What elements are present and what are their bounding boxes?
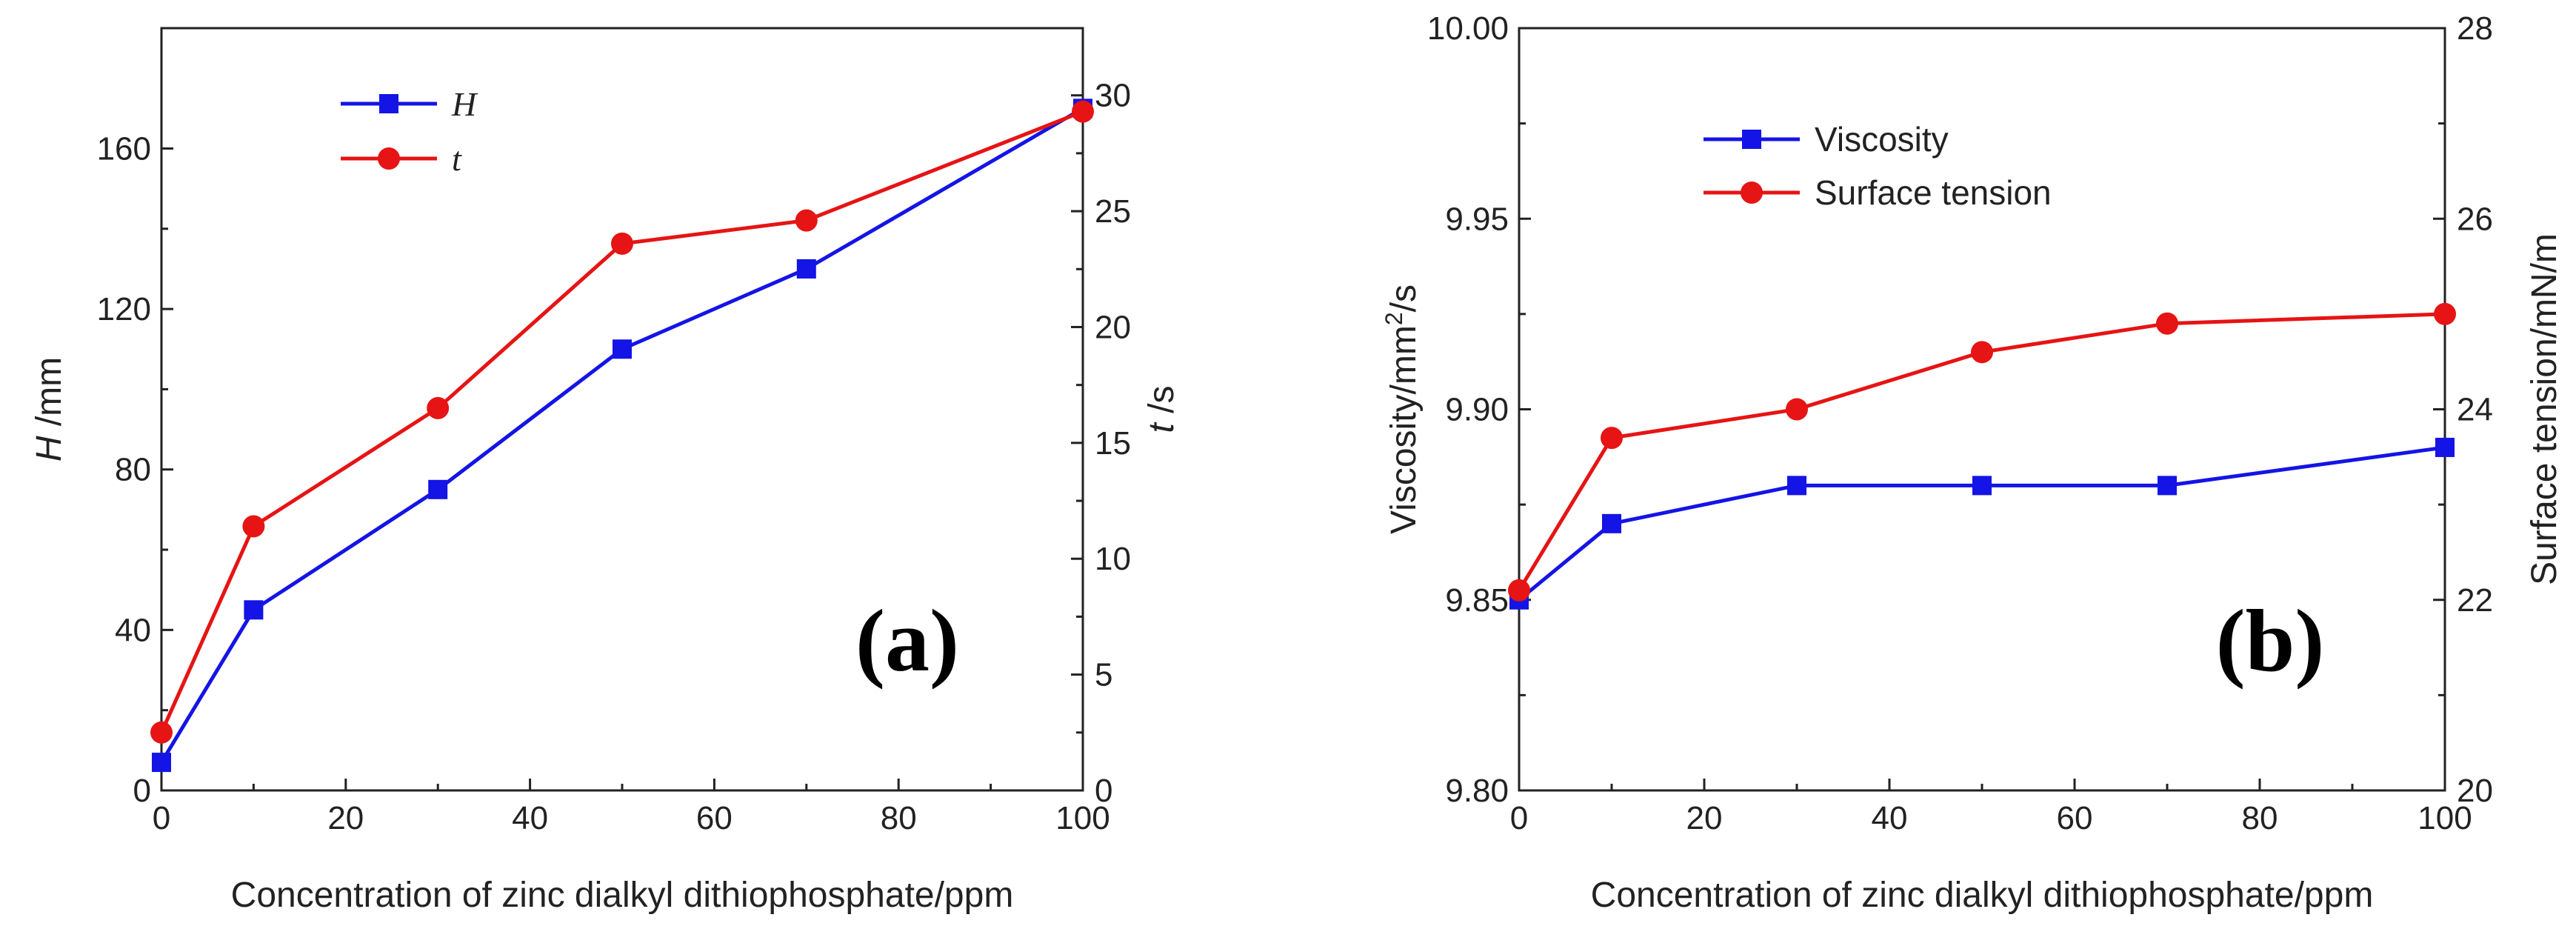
y-tick-label: 9.95	[1445, 201, 1509, 237]
y-tick-label: 10.00	[1427, 10, 1509, 47]
chart-panel-b: 0 20 40 60 80 100 9.80 9.85 9.90 9.95 10.00 20 22 24 2…	[1381, 10, 2564, 915]
x-tick-label: 20	[1686, 800, 1723, 836]
series-t	[150, 100, 1094, 744]
x-axis-title: Concentration of zinc dialkyl dithiophos…	[1591, 876, 2374, 915]
y-tick-label: 9.90	[1445, 392, 1509, 428]
data-point-square	[1787, 476, 1806, 496]
legend-marker-circle	[1741, 181, 1763, 204]
y2-tick-label: 25	[1095, 193, 1131, 230]
legend-label: Viscosity	[1815, 120, 1949, 159]
series-line	[1517, 312, 2446, 592]
y2-axis-title-unit: /s	[1142, 385, 1181, 423]
data-point-circle	[1072, 100, 1094, 123]
data-point-square	[152, 753, 171, 773]
y-tick-label: 80	[115, 452, 151, 488]
y-axis-title: H /mm	[30, 357, 69, 462]
data-point-square	[244, 600, 264, 620]
series-line	[159, 110, 1084, 733]
legend: Ht	[341, 85, 478, 178]
y-tick-label: 9.80	[1445, 773, 1509, 809]
y-tick-label: 160	[97, 130, 151, 167]
chart-panel-a: 0 20 40 60 80 10004080120160051015202530Conce…	[30, 27, 1181, 915]
legend-entry: Surface tension	[1704, 173, 2052, 212]
y-axis-title-after: /s	[1384, 284, 1424, 312]
y2-axis-title-text: Surface tension/mN/m	[2525, 233, 2564, 585]
y-axis-title-sup: 2	[1381, 312, 1407, 325]
data-point-square	[2435, 437, 2455, 457]
x-tick-label: 100	[1055, 800, 1110, 836]
legend-entry: Viscosity	[1704, 120, 1949, 159]
y2-tick-label: 15	[1095, 425, 1131, 462]
x-tick-label: 0	[1510, 800, 1528, 836]
series-surface-tension	[1508, 302, 2456, 602]
y2-tick-label: 30	[1095, 78, 1131, 114]
series-line	[1518, 445, 2446, 602]
data-point-square	[613, 339, 632, 359]
panel-label: (b)	[2216, 591, 2325, 690]
data-point-circle	[1786, 398, 1808, 421]
panel-label: (a)	[855, 591, 959, 690]
y2-tick-label: 22	[2457, 582, 2493, 619]
data-point-circle	[1508, 579, 1530, 602]
series-viscosity	[1509, 437, 2455, 610]
data-point-square	[1972, 476, 1992, 496]
y-axis-title: Viscosity/mm2/s	[1381, 284, 1424, 534]
x-tick-label: 20	[327, 800, 364, 836]
legend-label: t	[452, 140, 462, 178]
data-point-circle	[795, 209, 818, 232]
y-axis-title-unit: /mm	[30, 357, 69, 436]
data-point-circle	[1971, 341, 1993, 364]
legend-label: Surface tension	[1815, 173, 2052, 212]
data-point-circle	[1601, 427, 1623, 450]
data-point-circle	[150, 721, 173, 744]
y-tick-label: 9.85	[1445, 582, 1509, 619]
y-tick-label: 0	[133, 773, 151, 809]
x-tick-label: 40	[512, 800, 548, 836]
y2-tick-label: 10	[1095, 541, 1131, 577]
x-tick-label: 80	[881, 800, 917, 836]
legend-label: H	[451, 85, 478, 123]
data-point-circle	[611, 232, 633, 255]
x-tick-label: 80	[2242, 800, 2278, 836]
x-tick-label: 60	[2057, 800, 2093, 836]
y-axis-title-text: Viscosity/mm	[1384, 325, 1424, 534]
y2-tick-label: 0	[1095, 773, 1112, 809]
y2-axis-title: t /s	[1142, 385, 1181, 433]
legend-marker-square	[1742, 130, 1761, 149]
x-tick-label: 60	[696, 800, 733, 836]
x-tick-label: 0	[153, 800, 170, 836]
y2-tick-label: 28	[2457, 10, 2493, 47]
y2-tick-label: 20	[2457, 773, 2493, 809]
y2-tick-label: 20	[1095, 309, 1131, 345]
legend-entry: H	[341, 85, 478, 123]
y-axis-title-symbol: H	[30, 436, 69, 462]
x-tick-label: 100	[2417, 800, 2472, 836]
data-point-square	[2158, 476, 2177, 496]
x-tick-label: 40	[1872, 800, 1908, 836]
x-axis-title: Concentration of zinc dialkyl dithiophos…	[231, 876, 1014, 915]
data-point-circle	[2434, 302, 2456, 325]
legend: Viscosity Surface tension	[1704, 120, 2052, 212]
y2-axis-title-symbol: t	[1142, 422, 1181, 433]
data-point-square	[796, 259, 816, 279]
y-tick-label: 120	[97, 291, 151, 327]
y-tick-label: 40	[115, 612, 151, 648]
data-point-circle	[2156, 312, 2178, 335]
series-line	[159, 107, 1084, 764]
y2-tick-label: 5	[1095, 657, 1112, 693]
data-point-square	[1602, 513, 1621, 533]
y2-tick-label: 26	[2457, 201, 2493, 237]
data-point-square	[428, 479, 448, 499]
y2-axis-title: Surface tension/mN/m	[2525, 233, 2564, 585]
y2-tick-label: 24	[2457, 392, 2493, 428]
legend-entry: t	[341, 140, 462, 178]
legend-marker-circle	[378, 147, 400, 170]
data-point-circle	[242, 515, 265, 538]
data-point-circle	[427, 396, 450, 419]
legend-marker-square	[379, 94, 398, 113]
